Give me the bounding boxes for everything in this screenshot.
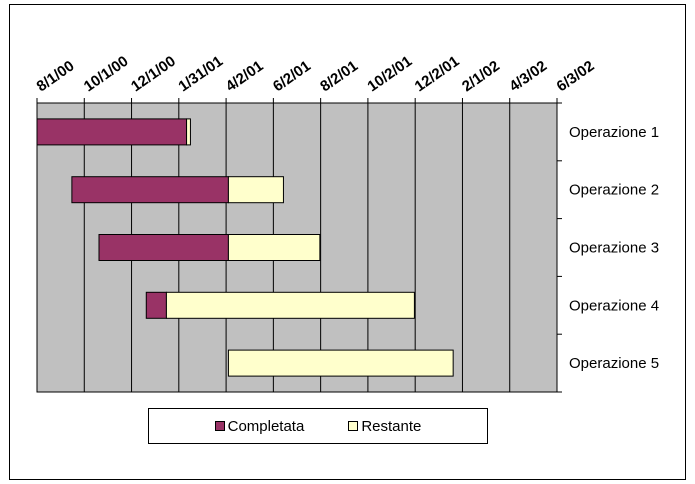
x-tick-label: 4/3/02 — [506, 57, 550, 95]
category-label: Operazione 4 — [569, 297, 659, 314]
x-tick-label: 8/2/01 — [317, 57, 361, 95]
x-tick-label: 4/2/01 — [223, 57, 267, 95]
x-tick-label: 12/2/01 — [412, 53, 463, 96]
x-tick-label: 8/1/00 — [34, 57, 78, 95]
bar-completed — [145, 291, 167, 319]
x-tick-label: 10/2/01 — [364, 53, 415, 96]
x-tick-label: 10/1/00 — [81, 53, 132, 96]
x-tick-label: 1/31/01 — [175, 53, 226, 96]
bar-completed — [98, 234, 229, 261]
bar-remaining — [227, 176, 284, 204]
category-label: Operazione 3 — [569, 240, 659, 257]
bar-remaining — [165, 291, 415, 319]
legend-item-remaining: Restante — [348, 418, 421, 435]
legend-label-completed: Completata — [227, 417, 305, 435]
legend-label-remaining: Restante — [361, 417, 422, 435]
legend-swatch-remaining — [348, 421, 359, 431]
bar-completed — [36, 118, 188, 146]
x-tick-label: 6/3/02 — [554, 57, 598, 95]
legend-item-completed: Completata — [214, 417, 305, 435]
category-label: Operazione 5 — [569, 355, 659, 372]
category-label: Operazione 1 — [569, 124, 659, 141]
legend-swatch-completed — [214, 421, 225, 431]
bar-remaining — [227, 349, 454, 377]
legend: Completata Restante — [148, 408, 488, 444]
category-label: Operazione 2 — [569, 182, 659, 199]
bar-remaining — [227, 234, 321, 261]
x-tick-label: 6/2/01 — [270, 57, 314, 95]
bar-completed — [71, 176, 229, 204]
x-tick-label: 12/1/00 — [128, 53, 179, 96]
x-tick-label: 2/1/02 — [459, 57, 503, 95]
bar-remaining — [186, 118, 191, 146]
